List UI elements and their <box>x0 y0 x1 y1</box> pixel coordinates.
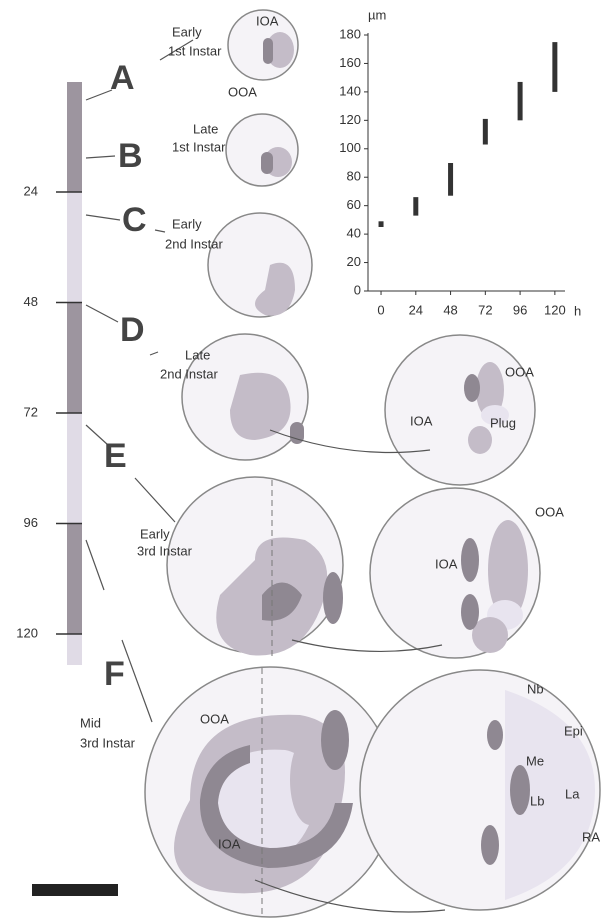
stage: Mid <box>80 715 101 730</box>
panel-letter: D <box>120 311 145 349</box>
stage: 2nd Instar <box>165 236 223 251</box>
range-bar <box>483 119 488 145</box>
stage: Early <box>140 526 170 541</box>
timeline-label: 120 <box>16 625 38 640</box>
label: IOA <box>410 413 433 428</box>
label: RA <box>582 829 600 844</box>
stage: 1st Instar <box>172 139 226 154</box>
stage: 1st Instar <box>168 43 222 58</box>
y-tick-label: 40 <box>347 226 361 241</box>
x-tick-label: 24 <box>409 302 423 317</box>
range-bar <box>552 42 557 92</box>
range-bar <box>518 82 523 120</box>
panel-letter: F <box>104 655 125 693</box>
label: OOA <box>228 84 257 99</box>
y-tick-label: 80 <box>347 169 361 184</box>
panel-letter: B <box>118 137 143 175</box>
label: Nb <box>527 681 544 696</box>
label: IOA <box>435 556 458 571</box>
panel-letter: A <box>110 59 135 97</box>
stage: 3rd Instar <box>80 735 136 750</box>
x-tick-label: 72 <box>478 302 492 317</box>
x-tick-label: 96 <box>513 302 527 317</box>
range-bar <box>379 221 384 227</box>
timeline-label: 48 <box>24 294 38 309</box>
x-tick-label: 48 <box>443 302 457 317</box>
x-tick-label: 0 <box>377 302 384 317</box>
label: Plug <box>490 415 516 430</box>
y-tick-label: 180 <box>339 26 361 41</box>
timeline-label: 24 <box>24 183 38 198</box>
panel-letter: C <box>122 201 147 239</box>
timeline-label: 96 <box>24 515 38 530</box>
label: OOA <box>200 711 229 726</box>
stage: Early <box>172 24 202 39</box>
stage: 2nd Instar <box>160 366 218 381</box>
panel-letter: E <box>104 437 127 475</box>
y-tick-label: 20 <box>347 254 361 269</box>
y-tick-label: 160 <box>339 55 361 70</box>
x-axis-label: h <box>574 303 581 318</box>
range-bar <box>448 163 453 196</box>
y-tick-label: 100 <box>339 140 361 155</box>
stage: 3rd Instar <box>137 543 193 558</box>
stage: Late <box>193 121 218 136</box>
label: OOA <box>535 504 564 519</box>
y-tick-label: 120 <box>339 112 361 127</box>
x-tick-label: 120 <box>544 302 566 317</box>
y-axis-label: µm <box>368 7 386 22</box>
label: La <box>565 786 580 801</box>
label: IOA <box>218 836 241 851</box>
timeline <box>67 82 82 665</box>
label: Me <box>526 753 544 768</box>
label: Epi <box>564 723 583 738</box>
figure: A Early 1st Instar B Late 1st Instar C E… <box>0 0 606 919</box>
timeline-label: 72 <box>24 404 38 419</box>
y-tick-label: 60 <box>347 197 361 212</box>
stage: Late <box>185 347 210 362</box>
label: Lb <box>530 793 544 808</box>
y-tick-label: 140 <box>339 83 361 98</box>
range-bar <box>413 197 418 215</box>
stage: Early <box>172 216 202 231</box>
y-tick-label: 0 <box>354 282 361 297</box>
label: OOA <box>505 364 534 379</box>
label: IOA <box>256 13 279 28</box>
